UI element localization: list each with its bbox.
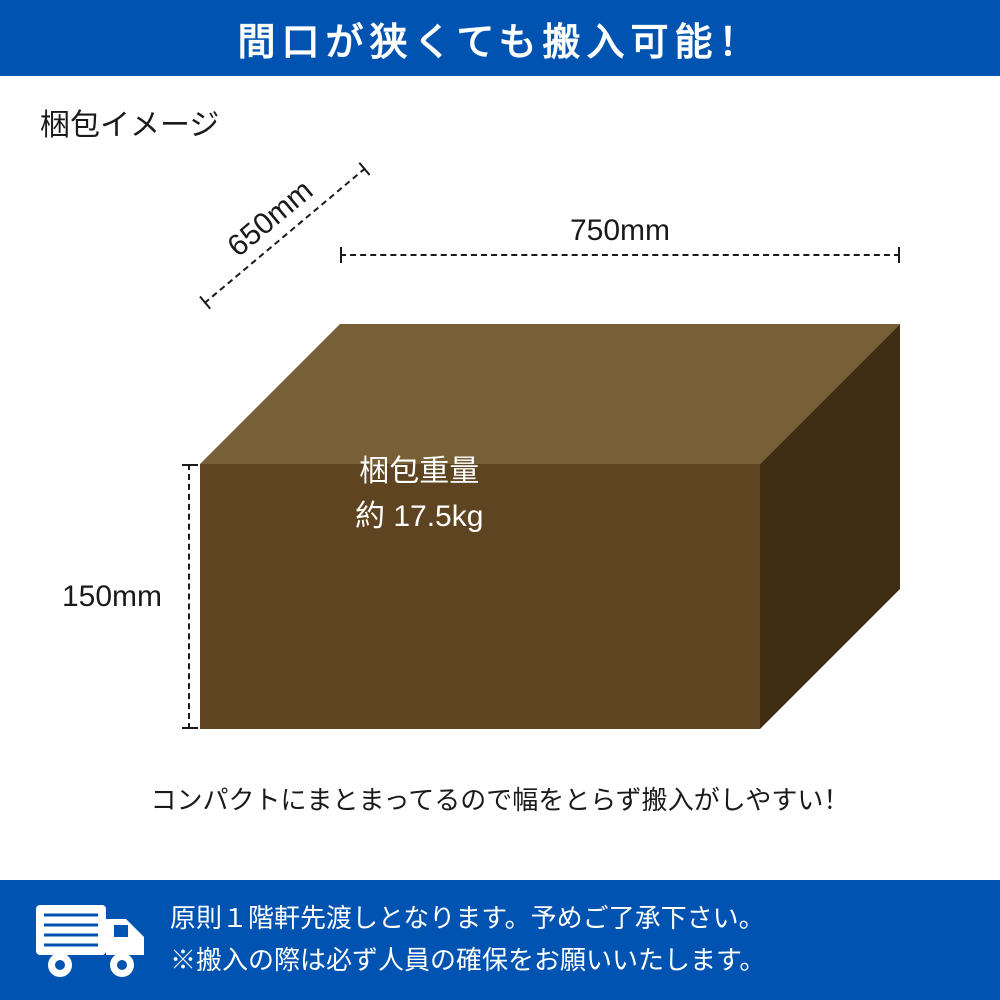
delivery-line1: 原則１階軒先渡しとなります。予めご了承下さい。	[170, 898, 765, 940]
dimension-depth-label: 650mm	[179, 138, 364, 302]
banner-top: 間口が狭くても搬入可能！	[0, 0, 1000, 76]
truck-icon	[30, 895, 150, 985]
dimension-width-label: 750mm	[340, 214, 900, 254]
weight-line2: 約 17.5kg	[355, 500, 483, 533]
delivery-line2: ※搬入の際は必ず人員の確保をお願いいたします。	[170, 940, 765, 982]
weight-label: 梱包重量 約 17.5kg	[355, 449, 483, 539]
dimension-height: 150mm	[50, 464, 162, 729]
dimension-width: 750mm	[340, 214, 900, 256]
dimension-height-label: 150mm	[62, 580, 162, 614]
dimension-height-line	[188, 464, 190, 729]
banner-bottom: 原則１階軒先渡しとなります。予めご了承下さい。 ※搬入の際は必ず人員の確保をお願…	[0, 880, 1000, 1000]
dimension-width-line	[340, 254, 900, 256]
package-diagram: 750mm 650mm 150mm 梱包重量 約 17.5kg	[0, 144, 1000, 764]
dimension-depth: 650mm	[179, 138, 366, 304]
subtitle: 梱包イメージ	[0, 76, 1000, 144]
box-side-face	[760, 464, 960, 884]
delivery-text: 原則１階軒先渡しとなります。予めご了承下さい。 ※搬入の際は必ず人員の確保をお願…	[170, 898, 765, 981]
weight-line1: 梱包重量	[359, 455, 479, 488]
